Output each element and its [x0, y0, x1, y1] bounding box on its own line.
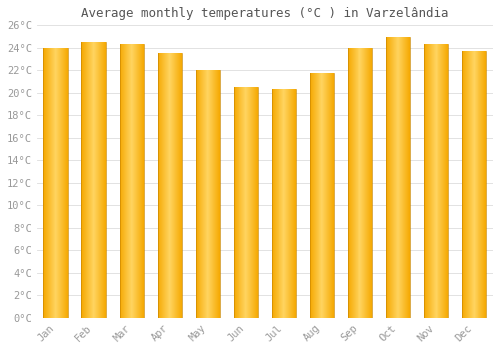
Title: Average monthly temperatures (°C ) in Varzelândia: Average monthly temperatures (°C ) in Va… — [81, 7, 448, 20]
